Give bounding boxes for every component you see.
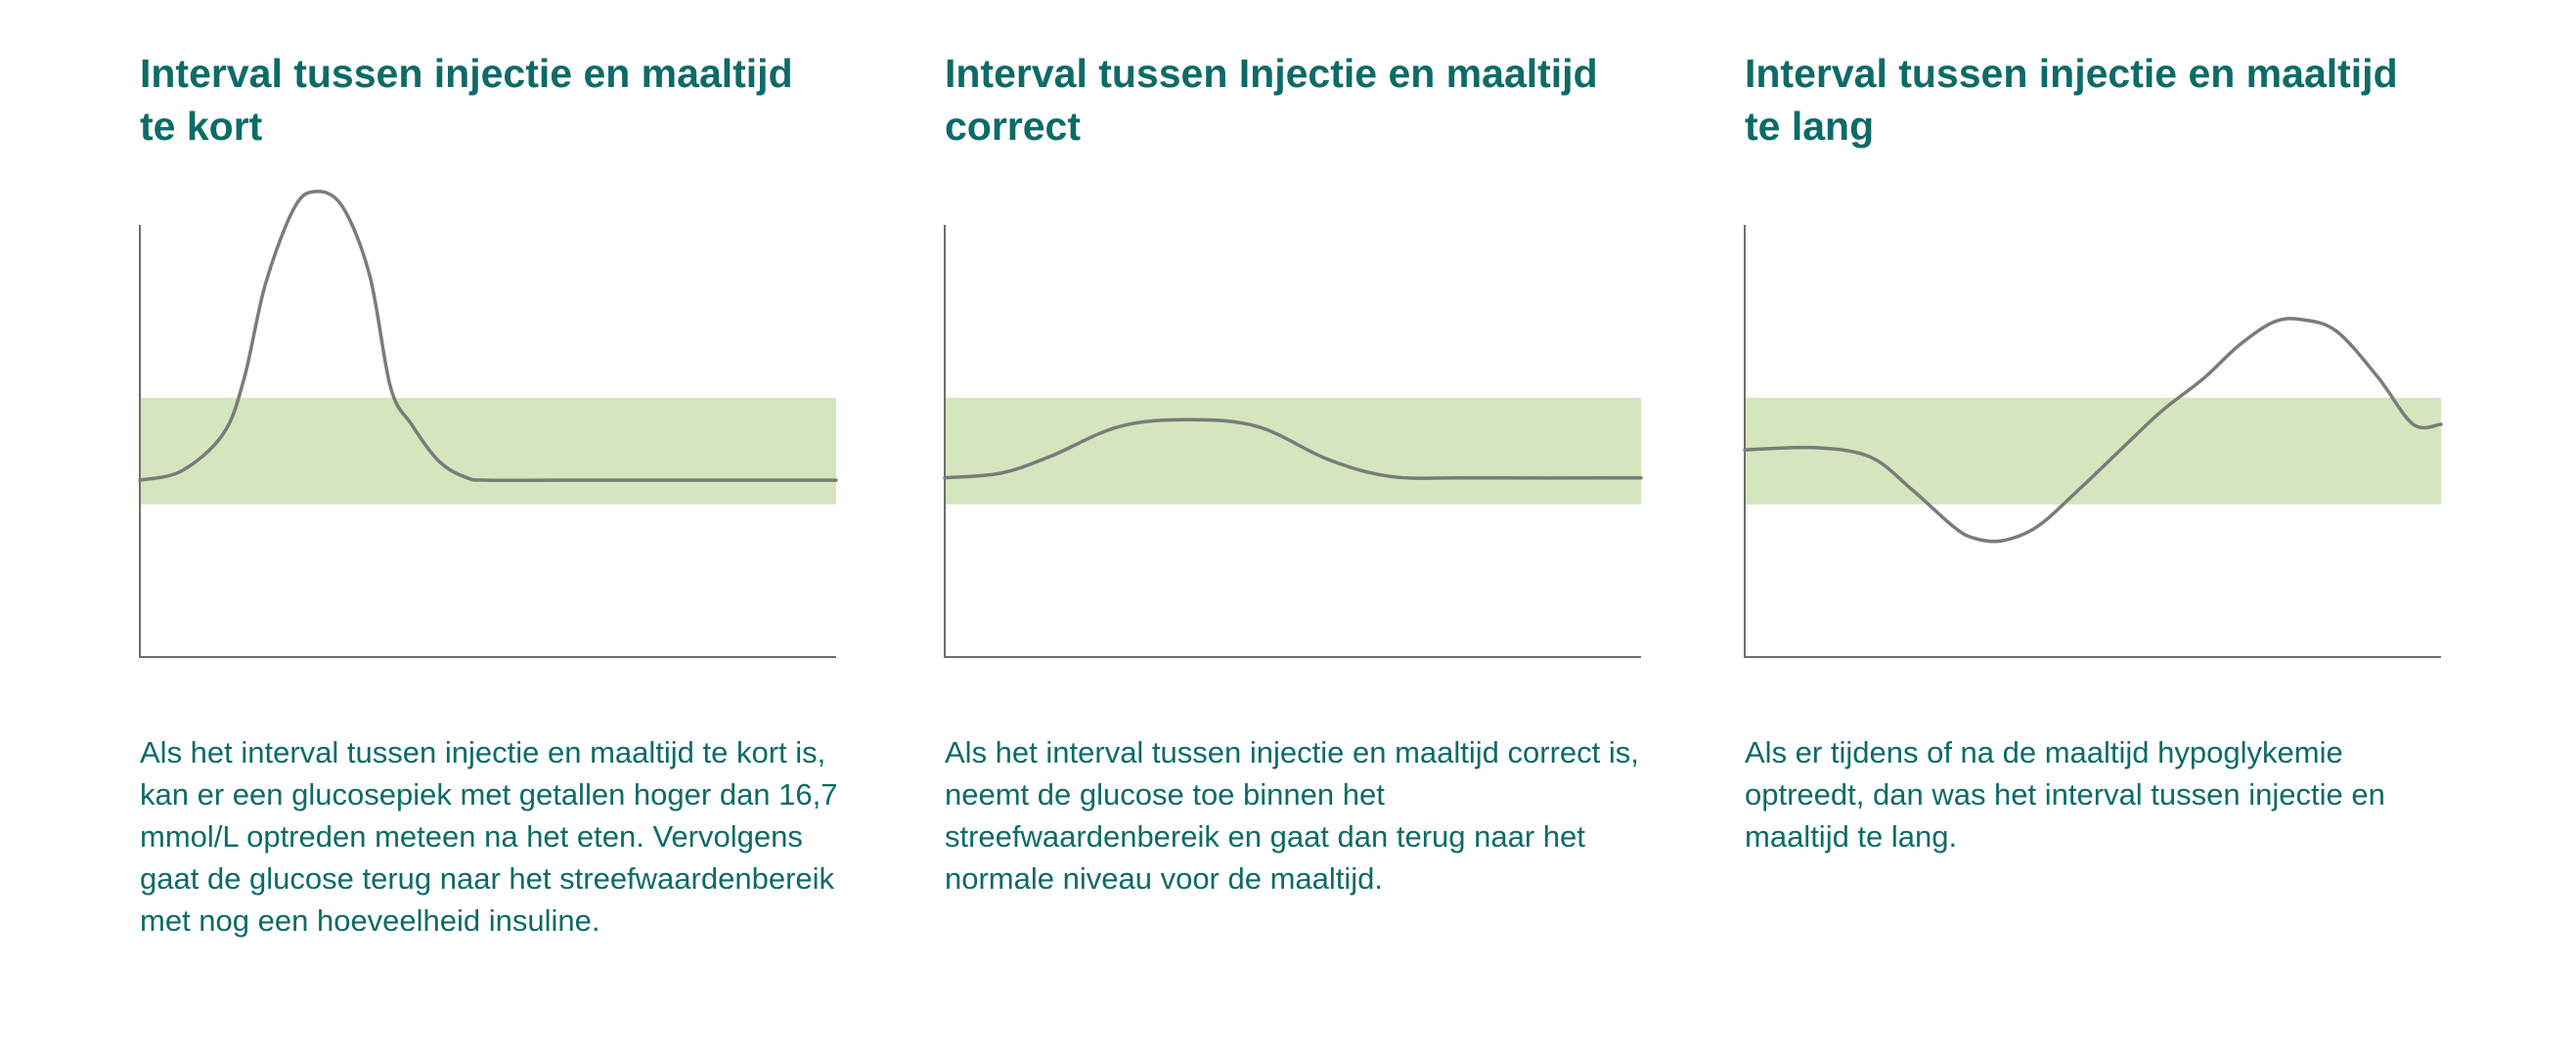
chart-panel-te-kort: Interval tussen injectie en maaltijd te … [138, 0, 864, 1054]
glucose-curve [1743, 317, 2443, 544]
chart [943, 225, 1643, 658]
chart-description: Als het interval tussen injectie en maal… [140, 735, 838, 938]
chart-title: Interval tussen injectie en maaltijd te … [140, 51, 793, 149]
chart-title: Interval tussen injectie en maaltijd te … [1745, 51, 2398, 149]
chart [1743, 225, 2443, 658]
chart [138, 190, 838, 658]
target-range-band [140, 397, 836, 505]
chart-description: Als er tijdens of na de maaltijd hypogly… [1745, 735, 2385, 854]
glucose-curve [943, 417, 1643, 480]
glucose-curve [138, 190, 838, 483]
target-range-band [1745, 397, 2441, 505]
chart-title: Interval tussen Injectie en maaltijd cor… [945, 51, 1598, 149]
chart-panel-te-lang: Interval tussen injectie en maaltijd te … [1743, 0, 2468, 1054]
target-range-band [945, 397, 1641, 505]
chart-panel-correct: Interval tussen Injectie en maaltijd cor… [943, 0, 1668, 1054]
chart-description: Als het interval tussen injectie en maal… [945, 735, 1639, 896]
